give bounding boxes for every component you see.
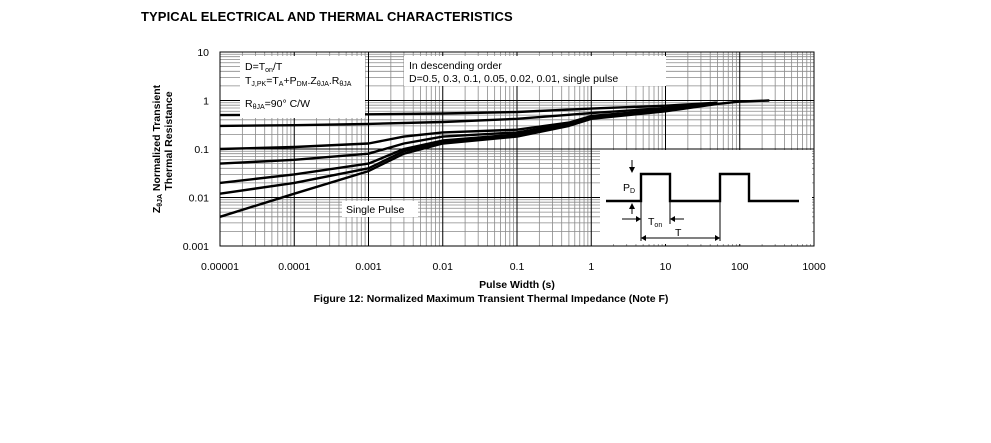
pulse-pd-label: PD [623,182,635,195]
x-tick-label: 0.00001 [201,261,239,273]
x-tick-label: 0.1 [510,261,525,273]
pd-arrow-bottom-icon [629,203,635,209]
formula-line-2: TJ,PK=TA+PDM.ZθJA.RθJA [245,75,352,88]
svg-text:Thermal Resistance: Thermal Resistance [163,91,175,190]
pulse-t-label: T [675,227,682,239]
y-axis-label: ZθJA Normalized Transient Thermal Resist… [151,84,175,213]
order-line-1: In descending order [409,60,502,72]
order-line-2: D=0.5, 0.3, 0.1, 0.05, 0.02, 0.01, singl… [409,73,618,85]
figure-caption: Figure 12: Normalized Maximum Transient … [314,293,669,305]
series-line-1 [219,101,718,128]
inset-background [600,150,812,244]
pulse-ton-label: Ton [648,216,662,229]
formula-line-1: D=Ton/T [245,61,283,74]
series-line-6 [219,99,770,218]
single-pulse-label-bg [342,201,418,217]
formula-box [240,56,365,118]
y-tick-label: 0.01 [189,193,210,205]
x-tick-label: 1000 [802,261,826,273]
series-group [219,99,770,218]
y-tick-label: 0.001 [183,241,209,253]
y-tick-label: 10 [197,47,209,59]
t-arrow-right-icon [715,235,720,241]
ton-arrow-right-icon [670,216,675,222]
y-tick-label: 0.1 [194,144,209,156]
y-tick-labels: 0.001 0.01 0.1 1 10 [183,47,209,253]
order-box [404,56,666,86]
x-tick-labels: 0.00001 0.0001 0.001 0.01 0.1 1 10 100 1000 [201,261,826,273]
single-pulse-label: Single Pulse [346,204,405,216]
x-tick-label: 1 [588,261,594,273]
x-tick-label: 0.01 [433,261,454,273]
x-axis-label: Pulse Width (s) [479,279,555,291]
t-arrow-left-icon [641,235,646,241]
x-tick-label: 0.0001 [278,261,310,273]
formula-line-3: RθJA=90° C/W [245,98,310,111]
x-tick-label: 10 [660,261,672,273]
x-tick-label: 0.001 [355,261,381,273]
svg-text:ZθJA Normalized Transient: ZθJA Normalized Transient [151,84,164,213]
x-tick-label: 100 [731,261,749,273]
pulse-waveform-inset: PD Ton T [600,150,812,244]
page-heading: TYPICAL ELECTRICAL AND THERMAL CHARACTER… [141,9,513,24]
pd-arrow-top-icon [629,167,635,173]
ton-arrow-left-icon [636,216,641,222]
pulse-waveform [606,172,799,203]
y-tick-label: 1 [203,96,209,108]
